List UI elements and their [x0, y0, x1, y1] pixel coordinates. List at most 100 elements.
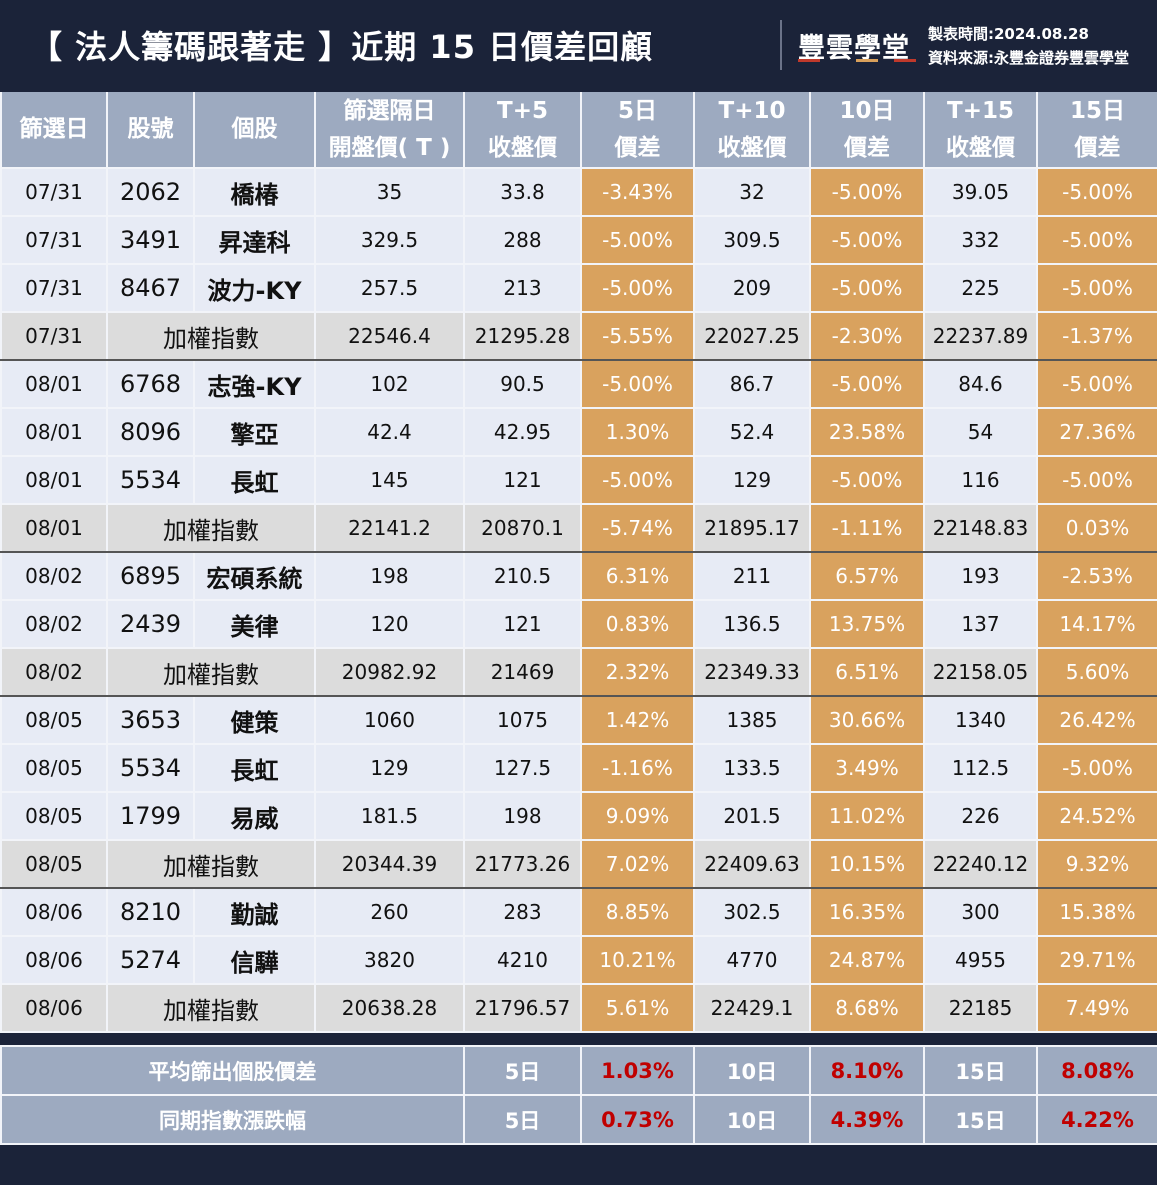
diff-15d-cell: 29.71%: [1036, 935, 1157, 985]
diff-5d-cell: -5.74%: [580, 503, 695, 553]
open-price-cell: 42.4: [314, 407, 465, 457]
stock-code-cell: 8096: [106, 407, 195, 457]
stock-name-cell: 昇達科: [193, 215, 316, 265]
t10-close-cell: 309.5: [693, 215, 811, 265]
diff-5d-cell: -5.00%: [580, 263, 695, 313]
t15-close-cell: 39.05: [923, 167, 1038, 217]
date-cell: 08/05: [0, 743, 108, 793]
diff-5d-cell: 5.61%: [580, 983, 695, 1033]
t5-close-cell: 127.5: [463, 743, 582, 793]
diff-10d-cell: -5.00%: [809, 263, 925, 313]
date-cell: 08/02: [0, 599, 108, 649]
t10-close-cell: 133.5: [693, 743, 811, 793]
diff-10d-cell: 16.35%: [809, 887, 925, 937]
diff-5d-cell: -5.00%: [580, 455, 695, 505]
diff-10d-cell: -5.00%: [809, 359, 925, 409]
date-cell: 08/01: [0, 407, 108, 457]
open-price-cell: 181.5: [314, 791, 465, 841]
t10-close-cell: 22429.1: [693, 983, 811, 1033]
stock-row: 08/02 6895 宏碩系統 198 210.5 6.31% 211 6.57% 193 -2.…: [0, 551, 1157, 601]
open-price-cell: 145: [314, 455, 465, 505]
t5-close-cell: 33.8: [463, 167, 582, 217]
stock-code-cell: 6895: [106, 551, 195, 601]
date-cell: 08/05: [0, 695, 108, 745]
stock-code-cell: 5534: [106, 455, 195, 505]
column-header: 篩選隔日 開盤價( T ): [314, 92, 465, 169]
summary-5d-value: 1.03%: [580, 1045, 695, 1096]
diff-10d-cell: -5.00%: [809, 167, 925, 217]
brand-logo: 豐雲學堂: [798, 26, 916, 65]
diff-10d-cell: 6.51%: [809, 647, 925, 697]
open-price-cell: 260: [314, 887, 465, 937]
diff-5d-cell: 1.42%: [580, 695, 695, 745]
open-price-cell: 22141.2: [314, 503, 465, 553]
period-5d-label: 5日: [463, 1045, 582, 1096]
summary-10d-value: 8.10%: [809, 1045, 925, 1096]
summary-row: 平均篩出個股價差 5日 1.03% 10日 8.10% 15日 8.08%: [0, 1045, 1157, 1096]
open-price-cell: 257.5: [314, 263, 465, 313]
stock-row: 08/05 1799 易威 181.5 198 9.09% 201.5 11.02% 226 24…: [0, 791, 1157, 841]
period-15d-label: 15日: [923, 1094, 1038, 1145]
t10-close-cell: 129: [693, 455, 811, 505]
diff-15d-cell: 9.32%: [1036, 839, 1157, 889]
t10-close-cell: 22027.25: [693, 311, 811, 361]
price-diff-table: 篩選日 股號 個股 篩選隔日 開盤價( T ) T+5 收盤價 5日 價差 T+10 收盤價 10日價…: [0, 92, 1157, 1145]
date-cell: 08/02: [0, 647, 108, 697]
column-header: 10日 價差: [809, 92, 925, 169]
stock-name-cell: 橋椿: [193, 167, 316, 217]
t5-close-cell: 20870.1: [463, 503, 582, 553]
diff-10d-cell: 3.49%: [809, 743, 925, 793]
page-title: 【 法人籌碼跟著走 】近期 15 日價差回顧: [30, 28, 654, 66]
t10-close-cell: 136.5: [693, 599, 811, 649]
column-header: 股號: [106, 92, 195, 169]
t10-close-cell: 22349.33: [693, 647, 811, 697]
stock-row: 08/05 5534 長虹 129 127.5 -1.16% 133.5 3.49% 112.5…: [0, 743, 1157, 793]
t10-close-cell: 21895.17: [693, 503, 811, 553]
t15-close-cell: 225: [923, 263, 1038, 313]
stock-name-cell: 信驊: [193, 935, 316, 985]
header-meta: 製表時間:2024.08.28 資料來源:永豐金證券豐雲學堂: [928, 22, 1129, 70]
stock-row: 08/01 6768 志強-KY 102 90.5 -5.00% 86.7 -5.00% 84.…: [0, 359, 1157, 409]
column-header-line1: T+5: [497, 97, 548, 124]
diff-5d-cell: -5.00%: [580, 359, 695, 409]
stock-name-cell: 志強-KY: [193, 359, 316, 409]
diff-15d-cell: 26.42%: [1036, 695, 1157, 745]
t10-close-cell: 211: [693, 551, 811, 601]
column-header-line2: 收盤價: [488, 134, 557, 161]
date-cell: 08/05: [0, 839, 108, 889]
date-cell: 07/31: [0, 263, 108, 313]
table-header-row: 篩選日 股號 個股 篩選隔日 開盤價( T ) T+5 收盤價 5日 價差 T+10 收盤價 10日價…: [0, 92, 1157, 169]
t5-close-cell: 4210: [463, 935, 582, 985]
t10-close-cell: 302.5: [693, 887, 811, 937]
t10-close-cell: 32: [693, 167, 811, 217]
column-header: 個股: [193, 92, 316, 169]
summary-divider: [1, 1032, 1157, 1046]
stock-code-cell: 2062: [106, 167, 195, 217]
diff-5d-cell: -5.55%: [580, 311, 695, 361]
index-name-cell: 加權指數: [106, 839, 316, 889]
diff-10d-cell: 11.02%: [809, 791, 925, 841]
t5-close-cell: 210.5: [463, 551, 582, 601]
column-header: 5日 價差: [580, 92, 695, 169]
t5-close-cell: 21773.26: [463, 839, 582, 889]
stock-row: 07/31 8467 波力-KY 257.5 213 -5.00% 209 -5.00% 225…: [0, 263, 1157, 313]
stock-code-cell: 3491: [106, 215, 195, 265]
date-cell: 08/06: [0, 935, 108, 985]
date-cell: 08/06: [0, 983, 108, 1033]
date-cell: 08/05: [0, 791, 108, 841]
diff-15d-cell: -5.00%: [1036, 743, 1157, 793]
t15-close-cell: 22240.12: [923, 839, 1038, 889]
header-divider: [780, 20, 782, 70]
diff-15d-cell: 24.52%: [1036, 791, 1157, 841]
stock-code-cell: 8467: [106, 263, 195, 313]
index-name-cell: 加權指數: [106, 311, 316, 361]
stock-row: 08/02 2439 美律 120 121 0.83% 136.5 13.75% 137 14.1…: [0, 599, 1157, 649]
diff-5d-cell: -1.16%: [580, 743, 695, 793]
diff-10d-cell: -5.00%: [809, 455, 925, 505]
column-header-line2: 開盤價( T ): [328, 134, 451, 161]
t10-close-cell: 4770: [693, 935, 811, 985]
t10-close-cell: 86.7: [693, 359, 811, 409]
stock-name-cell: 易威: [193, 791, 316, 841]
period-5d-label: 5日: [463, 1094, 582, 1145]
open-price-cell: 1060: [314, 695, 465, 745]
